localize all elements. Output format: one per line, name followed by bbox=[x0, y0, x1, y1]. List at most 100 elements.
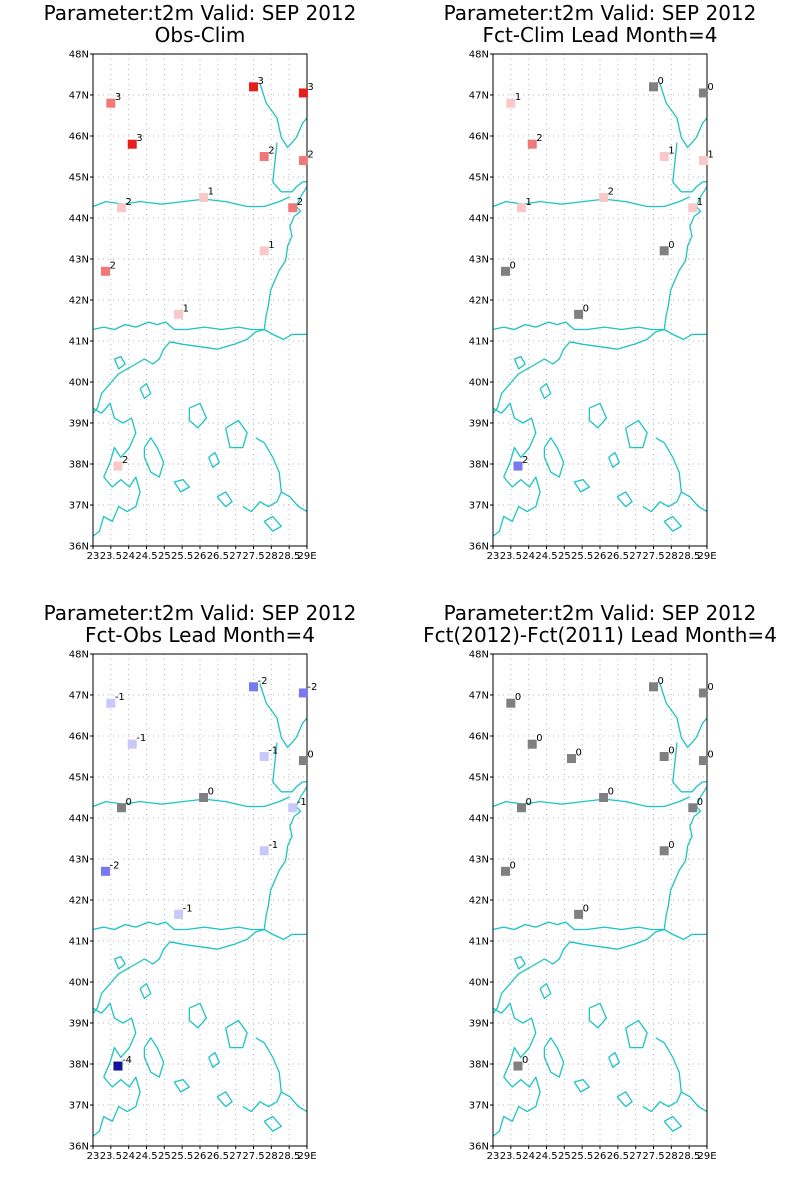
station-marker bbox=[527, 139, 537, 149]
lat-tick-label: 44N bbox=[69, 814, 89, 825]
lon-tick-label: 24 bbox=[522, 1151, 535, 1162]
coastline-path bbox=[263, 786, 308, 930]
coastline-path bbox=[663, 1115, 682, 1132]
lat-tick-label: 40N bbox=[69, 978, 89, 989]
coastline-path bbox=[616, 491, 633, 508]
coastline-path bbox=[92, 921, 265, 931]
coastline-path bbox=[608, 451, 620, 468]
gridlines bbox=[93, 654, 307, 1146]
lon-tick-label: 26 bbox=[594, 1151, 607, 1162]
lat-tick-label: 47N bbox=[69, 91, 89, 102]
lat-tick-label: 40N bbox=[469, 978, 489, 989]
coastline-path bbox=[92, 321, 265, 331]
lon-tick-label: 29E bbox=[697, 1151, 716, 1162]
station-marker bbox=[659, 846, 669, 856]
station-value-label: 0 bbox=[208, 787, 214, 798]
coastline-path bbox=[492, 476, 541, 537]
lon-tick-label: 28 bbox=[665, 1151, 678, 1162]
station-value-label: 0 bbox=[668, 840, 674, 851]
station-marker bbox=[113, 1061, 123, 1071]
station-value-label: 0 bbox=[575, 748, 581, 759]
station-marker bbox=[100, 866, 110, 876]
station-marker bbox=[298, 688, 308, 698]
lat-tick-label: 39N bbox=[469, 1019, 489, 1030]
station-marker bbox=[500, 266, 510, 276]
lat-tick-label: 42N bbox=[69, 896, 89, 907]
coastline-path bbox=[543, 437, 565, 478]
station-value-label: 2 bbox=[608, 187, 614, 198]
station-value-label: 1 bbox=[183, 303, 189, 314]
station-value-label: 1 bbox=[526, 197, 532, 208]
station-value-label: 0 bbox=[697, 797, 703, 808]
lon-tick-label: 25 bbox=[558, 1151, 571, 1162]
coastline-path bbox=[492, 1002, 537, 1078]
lon-tick-label: 23.5 bbox=[500, 551, 522, 562]
coastline-path bbox=[569, 328, 665, 350]
station-value-label: 0 bbox=[583, 903, 589, 914]
lon-tick-label: 28.5 bbox=[678, 551, 700, 562]
lon-tick-label: 26.5 bbox=[207, 1151, 229, 1162]
lon-tick-label: 27.5 bbox=[242, 551, 264, 562]
coastline-path bbox=[188, 1002, 208, 1029]
coastline-path bbox=[263, 1115, 282, 1132]
lat-tick-label: 40N bbox=[469, 378, 489, 389]
station-value-label: 1 bbox=[697, 197, 703, 208]
coastline-path bbox=[663, 328, 707, 341]
panel-title-line1: Parameter:t2m Valid: SEP 2012 bbox=[444, 1, 757, 25]
coastline-path bbox=[573, 478, 590, 493]
lat-tick-label: 38N bbox=[469, 460, 489, 471]
lat-tick-label: 40N bbox=[69, 378, 89, 389]
lat-tick-label: 42N bbox=[469, 296, 489, 307]
station-marker bbox=[500, 866, 510, 876]
coastline-path bbox=[139, 982, 152, 1000]
coastline-path bbox=[492, 921, 665, 931]
coastline-path bbox=[659, 683, 708, 749]
station-marker bbox=[688, 803, 698, 813]
coastline-path bbox=[216, 1091, 233, 1108]
station-value-label: -1 bbox=[183, 903, 193, 914]
station-marker bbox=[259, 752, 269, 761]
lon-tick-label: 23 bbox=[87, 1151, 100, 1162]
station-marker bbox=[127, 139, 137, 149]
lon-tick-label: 23 bbox=[87, 551, 100, 562]
lat-tick-label: 39N bbox=[469, 419, 489, 430]
coastline-path bbox=[169, 928, 265, 950]
station-marker bbox=[100, 266, 110, 276]
station-value-label: 0 bbox=[509, 860, 515, 871]
coastline-path bbox=[663, 786, 708, 930]
coastline-path bbox=[242, 1037, 282, 1113]
coastline-path bbox=[680, 491, 708, 513]
coastline-path bbox=[139, 382, 152, 400]
coastline-path bbox=[173, 478, 190, 493]
station-marker bbox=[199, 793, 209, 802]
lon-tick-label: 27 bbox=[629, 551, 642, 562]
lat-tick-label: 48N bbox=[469, 50, 489, 61]
lat-tick-label: 41N bbox=[69, 337, 89, 348]
lon-tick-label: 25.5 bbox=[171, 551, 193, 562]
lat-tick-label: 45N bbox=[469, 173, 489, 184]
lat-tick-label: 47N bbox=[69, 691, 89, 702]
lat-tick-label: 38N bbox=[69, 460, 89, 471]
panel-title-line1: Parameter:t2m Valid: SEP 2012 bbox=[44, 1, 357, 25]
station-value-label: 1 bbox=[208, 187, 214, 198]
station-marker bbox=[259, 846, 269, 856]
coastline-path bbox=[263, 515, 282, 532]
station-marker bbox=[527, 739, 537, 749]
coastline-path bbox=[113, 355, 126, 370]
lon-tick-label: 24.5 bbox=[535, 551, 557, 562]
coastline-path bbox=[616, 1091, 633, 1108]
station-marker bbox=[566, 754, 576, 764]
map-panel-fct-clim: Parameter:t2m Valid: SEP 2012 Fct-Clim L… bbox=[444, 1, 757, 562]
station-marker bbox=[106, 698, 116, 708]
lon-tick-label: 24.5 bbox=[135, 551, 157, 562]
panel-title-line2: Obs-Clim bbox=[155, 23, 246, 47]
lon-tick-label: 27 bbox=[229, 551, 242, 562]
coastline-path bbox=[625, 1019, 648, 1049]
station-marker bbox=[698, 756, 708, 766]
lat-tick-label: 47N bbox=[469, 691, 489, 702]
station-value-label: 0 bbox=[707, 682, 713, 693]
map-panel-obs-clim: Parameter:t2m Valid: SEP 2012 Obs-Clim 3… bbox=[44, 1, 357, 562]
lat-tick-label: 45N bbox=[69, 173, 89, 184]
lat-tick-label: 41N bbox=[69, 937, 89, 948]
station-value-label: 0 bbox=[668, 746, 674, 757]
